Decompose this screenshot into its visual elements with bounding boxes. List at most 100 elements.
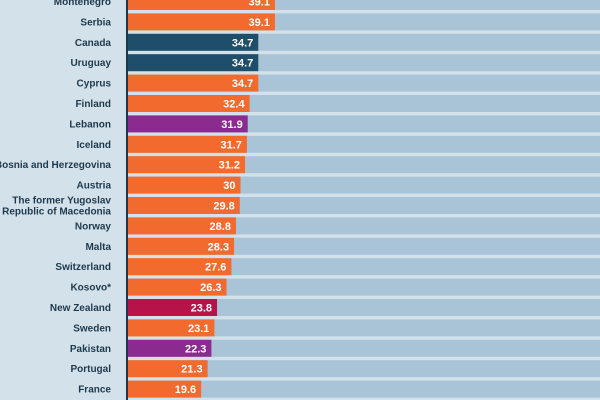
bar-row: 19.6 France: [78, 380, 600, 398]
bar-track: [127, 360, 600, 378]
bar-row: 31.9 Lebanon: [69, 115, 600, 133]
category-label: Sweden: [73, 323, 111, 334]
category-label: Uruguay: [70, 58, 111, 69]
category-label-line: Portugal: [70, 364, 111, 375]
bar-value-label: 23.8: [191, 303, 212, 315]
bar: [127, 176, 241, 194]
category-label: Switzerland: [55, 262, 111, 273]
bar-row: 34.7 Cyprus: [77, 74, 600, 92]
bar: [127, 115, 248, 133]
bar: [127, 360, 208, 378]
category-label: Finland: [75, 99, 111, 110]
bar-row: 21.3 Portugal: [70, 360, 600, 378]
category-label: Malta: [85, 242, 111, 253]
bar-value-label: 26.3: [200, 282, 221, 294]
bar-row: 30 Austria: [77, 176, 600, 194]
category-label-line: Montenegro: [54, 0, 111, 8]
category-label-line: Uruguay: [70, 58, 111, 69]
bar-track: [127, 339, 600, 357]
bar-row: 31.2 Bosnia and Herzegovina: [0, 156, 600, 174]
bar-track: [127, 176, 600, 194]
bar-value-label: 21.3: [181, 364, 202, 376]
bar-row: 27.6 Switzerland: [55, 258, 600, 276]
bar-value-label: 22.3: [185, 343, 206, 355]
category-label-line: Switzerland: [55, 262, 111, 273]
bar-track: [127, 258, 600, 276]
bar-value-label: 31.9: [221, 119, 242, 131]
bar-value-label: 19.6: [175, 384, 196, 396]
category-label: Norway: [75, 221, 112, 232]
bar-row: 23.1 Sweden: [73, 319, 600, 337]
category-label: France: [78, 385, 111, 396]
category-label-line: Bosnia and Herzegovina: [0, 160, 111, 171]
category-label: Iceland: [77, 140, 111, 151]
bar-track: [127, 319, 600, 337]
bar-row: 22.3 Pakistan: [70, 339, 600, 357]
category-label-line: Iceland: [77, 140, 111, 151]
bar-row: 32.4 Finland: [75, 95, 600, 112]
bar-value-label: 28.3: [208, 241, 229, 253]
bar-row: 29.8 The former Yugoslav Republic of Maced…: [2, 196, 600, 218]
category-label-line: Finland: [75, 99, 111, 110]
category-label-line: Canada: [75, 38, 112, 49]
bar-row: 26.3 Kosovo*: [70, 278, 600, 296]
bar-row: 39.1 Serbia: [80, 13, 600, 31]
category-label: Serbia: [80, 17, 111, 28]
bar-value-label: 30: [223, 180, 235, 192]
bar: [127, 13, 275, 31]
bar-track: [127, 197, 600, 214]
bar: [127, 237, 235, 255]
bar-track: [127, 0, 600, 10]
bar: [127, 74, 259, 92]
bar-value-label: 32.4: [223, 99, 245, 111]
bar-value-label: 39.1: [249, 0, 270, 9]
category-label: Canada: [75, 38, 112, 49]
bar: [127, 299, 218, 316]
bar-value-label: 27.6: [205, 262, 226, 274]
category-label: Portugal: [70, 364, 111, 375]
bar: [127, 339, 212, 357]
bar: [127, 0, 275, 10]
bar-row: 28.8 Norway: [75, 217, 600, 235]
category-label-line: Serbia: [80, 17, 111, 28]
bar: [127, 197, 240, 214]
bar-row: 34.7 Uruguay: [70, 54, 600, 72]
category-label: Kosovo*: [70, 283, 111, 294]
bar-track: [127, 380, 600, 398]
category-label-line: Republic of Macedonia: [2, 207, 111, 218]
bar: [127, 217, 236, 235]
category-label-line: The former Yugoslav: [12, 196, 111, 207]
category-label-line: Malta: [85, 242, 111, 253]
bar-row: 39.1 Montenegro: [54, 0, 600, 10]
category-label: New Zealand: [50, 303, 111, 314]
bar-value-label: 31.2: [219, 160, 240, 172]
category-label: Lebanon: [69, 119, 111, 130]
category-label: The former Yugoslav Republic of Macedonia: [2, 196, 111, 218]
bar: [127, 135, 247, 153]
bar-track: [127, 299, 600, 316]
bar-track: [127, 156, 600, 174]
category-label-line: Sweden: [73, 323, 111, 334]
bar-value-label: 23.1: [188, 323, 209, 335]
bar: [127, 156, 246, 174]
bar-row: 28.3 Malta: [85, 237, 600, 255]
category-label: Cyprus: [77, 79, 112, 90]
bar-value-label: 31.7: [221, 139, 242, 151]
bar-value-label: 28.8: [210, 221, 231, 233]
bar-row: 31.7 Iceland: [77, 135, 600, 153]
category-label-line: Kosovo*: [70, 283, 111, 294]
bar: [127, 33, 259, 51]
bar-track: [127, 237, 600, 255]
category-label: Pakistan: [70, 344, 111, 355]
bar: [127, 319, 215, 337]
bar: [127, 95, 250, 112]
bar-value-label: 34.7: [232, 37, 253, 49]
bar: [127, 54, 259, 72]
bar-value-label: 34.7: [232, 78, 253, 90]
bar-track: [127, 217, 600, 235]
bar-row: 23.8 New Zealand: [50, 299, 600, 316]
category-label: Austria: [77, 181, 112, 192]
category-label-line: Pakistan: [70, 344, 111, 355]
category-label-line: Austria: [77, 181, 112, 192]
bar: [127, 380, 202, 398]
